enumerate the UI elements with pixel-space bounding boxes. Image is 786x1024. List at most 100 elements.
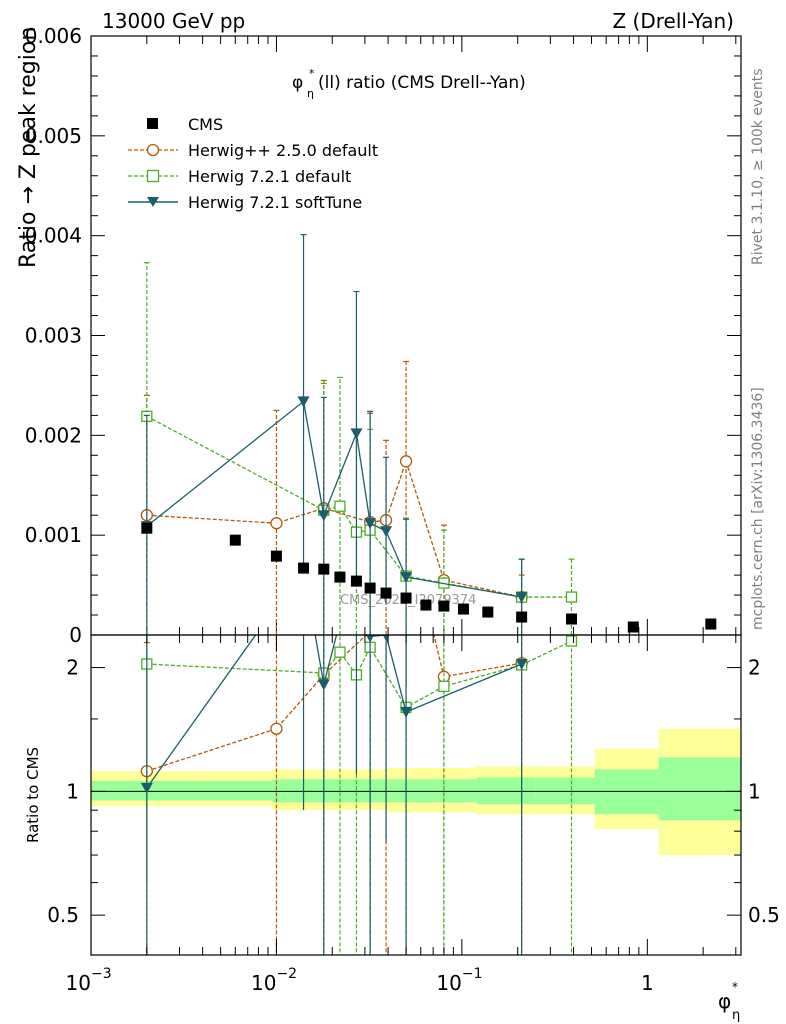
- plot-title: φ * η (ll) ratio (CMS Drell--Yan): [292, 67, 526, 100]
- x-tick-label: 10: [436, 971, 461, 995]
- ratio-x-axis: 10 −3 10 −2 10 −1 1: [66, 635, 737, 995]
- main-y-tick-label: 0.005: [25, 124, 82, 148]
- ratio-point-softtune: [317, 679, 330, 691]
- main-line-softtune: [146, 400, 522, 598]
- main-point-cms: [482, 606, 494, 618]
- main-point-cms: [229, 534, 241, 546]
- legend-item-herwig721: Herwig 7.2.1 default: [128, 167, 351, 186]
- ratio-point-herwig721: [565, 635, 578, 647]
- main-y-tick-label: 0.002: [25, 423, 82, 447]
- ratio-point-herwig721: [438, 680, 450, 693]
- main-point-cms: [318, 563, 330, 575]
- x-tick-exponent: −1: [462, 966, 483, 982]
- main-y-tick-label: 0: [69, 623, 82, 647]
- rivet-label: Rivet 3.1.10, ≥ 100k events: [750, 68, 766, 265]
- main-point-softtune: [515, 592, 528, 604]
- ratio-point-softtune: [400, 706, 413, 718]
- ratio-y-tick-label: 2: [66, 656, 79, 680]
- main-point-softtune: [400, 572, 413, 584]
- main-y-tick-label: 0.003: [25, 324, 82, 348]
- ratio-y-tick-label-right: 0.5: [748, 903, 780, 927]
- ratio-point-softtune: [515, 659, 528, 671]
- ratio-point-herwigpp: [270, 722, 283, 735]
- main-y-label: Ratio → Z peak region: [16, 27, 41, 268]
- x-tick-exponent: −3: [91, 966, 112, 982]
- ratio-y-tick-label: 1: [66, 779, 79, 803]
- main-y-tick-label: 0.001: [25, 523, 82, 547]
- main-y-tick-label: 0.006: [25, 24, 82, 48]
- main-series-layer: [140, 234, 717, 635]
- main-point-cms: [298, 562, 310, 574]
- legend-label-herwigpp: Herwig++ 2.5.0 default: [188, 141, 378, 160]
- main-point-cms: [141, 522, 153, 534]
- main-panel: 0 0.001 0.002 0.003 0.004 0.005 0.006 Ratio → …: [16, 24, 742, 647]
- band-inner: [658, 757, 741, 821]
- ratio-panel: 0.5 0.51 12 2 10 −3 10 −2 10 −1 1 Ratio to CMS φ …: [24, 634, 780, 1023]
- main-point-cms: [334, 571, 346, 583]
- main-point-herwigpp: [270, 517, 283, 530]
- band-inner: [388, 779, 477, 803]
- band-inner: [594, 769, 659, 815]
- legend-marker-softtune: [147, 197, 159, 207]
- main-y-axis: 0 0.001 0.002 0.003 0.004 0.005 0.006: [25, 24, 741, 647]
- main-point-softtune: [297, 396, 310, 408]
- legend-item-herwigpp: Herwig++ 2.5.0 default: [128, 141, 378, 160]
- ratio-point-herwig721: [334, 646, 346, 658]
- main-point-softtune: [364, 518, 377, 530]
- main-point-cms: [400, 592, 412, 604]
- legend-label-softtune: Herwig 7.2.1 softTune: [188, 193, 362, 212]
- ratio-frame: [90, 634, 742, 956]
- ratio-y-tick-label-right: 1: [748, 779, 761, 803]
- x-label-eta: η: [732, 1008, 740, 1023]
- legend-item-softtune: Herwig 7.2.1 softTune: [128, 193, 362, 212]
- header-energy: 13000 GeV pp: [102, 9, 245, 33]
- ratio-point-softtune: [140, 782, 153, 794]
- ratio-line-herwig721: [146, 640, 572, 709]
- legend-marker-herwigpp: [146, 143, 160, 157]
- main-point-cms: [380, 587, 392, 599]
- ratio-line-softtune: [146, 635, 522, 789]
- mcplots-label: mcplots.cern.ch [arXiv:1306.3436]: [750, 387, 766, 630]
- main-point-cms: [364, 582, 376, 594]
- ratio-y-label: Ratio to CMS: [24, 747, 42, 843]
- main-point-softtune: [317, 510, 330, 522]
- main-point-cms: [350, 575, 362, 587]
- main-point-cms: [457, 603, 469, 615]
- title-star: *: [309, 67, 315, 80]
- x-tick-label: 10: [66, 971, 91, 995]
- main-line-herwig721: [146, 415, 572, 598]
- x-tick-label: 1: [641, 971, 654, 995]
- ratio-series-layer: [140, 635, 578, 955]
- header-process: Z (Drell-Yan): [612, 9, 734, 33]
- main-point-cms: [516, 611, 528, 623]
- legend-item-cms: CMS: [147, 115, 223, 134]
- main-point-herwigpp: [399, 455, 413, 468]
- x-tick-exponent: −2: [276, 966, 297, 982]
- x-tick-label: 10: [251, 971, 276, 995]
- main-y-tick-label: 0.004: [25, 224, 82, 248]
- main-point-cms: [565, 613, 577, 625]
- main-point-herwig721: [334, 500, 346, 512]
- legend-label-herwig721: Herwig 7.2.1 default: [188, 167, 351, 186]
- main-point-cms: [270, 550, 282, 562]
- main-point-softtune: [380, 526, 393, 538]
- main-point-softtune: [350, 428, 363, 440]
- ratio-point-softtune: [366, 635, 375, 643]
- legend-marker-herwig721: [146, 169, 160, 183]
- title-phi: φ: [292, 73, 303, 93]
- main-point-cms: [438, 600, 450, 612]
- main-line-herwigpp: [146, 459, 522, 598]
- ratio-uncertainty-bands: [91, 728, 741, 856]
- main-point-cms: [420, 599, 432, 611]
- legend-marker-cms: [147, 118, 158, 129]
- legend-label-cms: CMS: [188, 115, 223, 134]
- title-eta: η: [307, 87, 314, 100]
- x-axis-label: φ * η: [718, 980, 740, 1023]
- x-label-phi: φ: [718, 989, 731, 1013]
- legend: CMS Herwig++ 2.5.0 default Herwig 7.2.1 …: [128, 115, 378, 212]
- ratio-y-tick-label-right: 2: [748, 656, 761, 680]
- main-point-cms: [705, 618, 717, 630]
- title-rest: (ll) ratio (CMS Drell--Yan): [318, 73, 526, 93]
- ratio-y-axis: 0.5 0.5 1 1 2 2: [47, 656, 780, 928]
